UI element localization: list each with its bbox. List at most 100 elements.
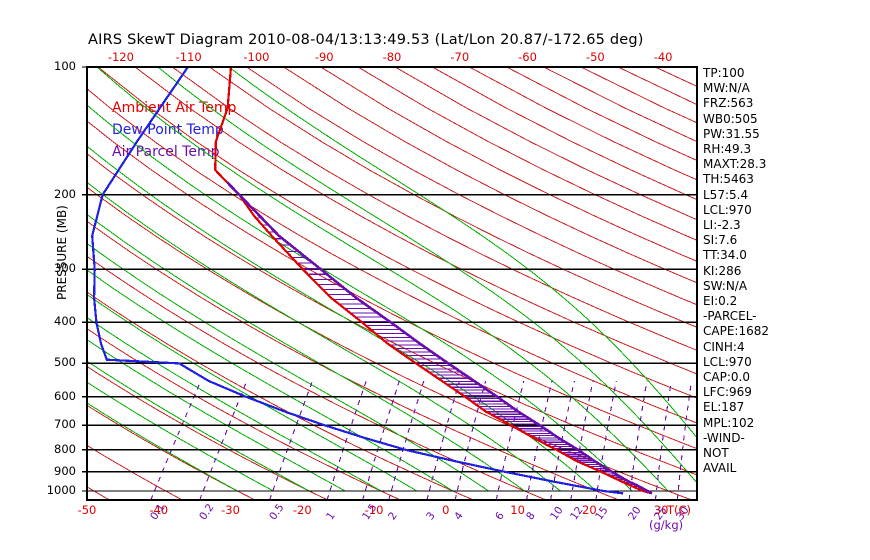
dry-adiabat-line bbox=[134, 67, 697, 375]
dry-adiabat-line bbox=[87, 444, 183, 500]
pressure-tick-label: 200 bbox=[54, 186, 76, 201]
moist-adiabat-line bbox=[87, 381, 274, 492]
dry-adiabat-line bbox=[87, 255, 547, 500]
top-temp-tick-label: -90 bbox=[314, 50, 334, 64]
mixing-ratio-line bbox=[654, 380, 672, 500]
mixing-ratio-line bbox=[326, 380, 367, 500]
moist-adiabat-line bbox=[87, 360, 310, 492]
dry-adiabat-line bbox=[394, 67, 697, 221]
mixing-ratio-line bbox=[713, 381, 724, 500]
parameter-item: LFC:969 bbox=[703, 385, 752, 400]
moist-adiabat-line bbox=[87, 213, 525, 492]
dry-adiabat-line bbox=[283, 67, 697, 284]
top-temp-tick-label: -40 bbox=[653, 50, 673, 64]
top-temp-tick-label: -120 bbox=[107, 50, 134, 64]
moist-adiabat-line bbox=[87, 269, 454, 492]
dry-adiabat-line bbox=[172, 67, 697, 351]
moist-adiabat-line bbox=[87, 402, 238, 492]
dry-adiabat-line bbox=[654, 67, 697, 87]
pressure-tick-label: 600 bbox=[54, 388, 76, 403]
dry-adiabat-line bbox=[87, 120, 697, 450]
moist-adiabat-line bbox=[87, 293, 418, 492]
parameter-item: WB0:505 bbox=[703, 111, 758, 126]
dry-adiabat-line bbox=[617, 67, 697, 106]
top-temp-tick-label: -110 bbox=[175, 50, 202, 64]
pressure-tick-label: 700 bbox=[54, 417, 76, 432]
plot-frame bbox=[86, 66, 698, 501]
dry-adiabat-line bbox=[0, 67, 37, 500]
bottom-temp-tick-label: -40 bbox=[149, 503, 169, 517]
parameter-item: -PARCEL- bbox=[703, 309, 757, 324]
x-axis-mixing-unit-label: (g/kg) bbox=[649, 518, 684, 532]
moist-adiabat-line bbox=[157, 67, 697, 484]
pressure-tick-label: 1000 bbox=[46, 483, 76, 497]
moist-adiabat-line bbox=[87, 181, 561, 492]
x-axis-temp-unit-label: T(C) bbox=[667, 503, 692, 517]
parameter-item: CAP:0.0 bbox=[703, 370, 750, 385]
parameter-item: L57:5.4 bbox=[703, 187, 749, 202]
dry-adiabat-line bbox=[87, 328, 401, 500]
dry-adiabat-line bbox=[432, 67, 697, 201]
bottom-temp-tick-label: -20 bbox=[292, 503, 312, 517]
mixing-ratio-line bbox=[150, 380, 202, 500]
pressure-tick-label: 100 bbox=[54, 59, 76, 73]
moist-adiabat-line bbox=[228, 67, 697, 439]
parameter-item: SW:N/A bbox=[703, 278, 748, 293]
bottom-temp-tick-label: -50 bbox=[77, 503, 97, 517]
dry-adiabat-line bbox=[209, 67, 697, 328]
parameter-item: LI:-2.3 bbox=[703, 218, 741, 233]
dew-point-temp-curve bbox=[91, 67, 624, 495]
bottom-temp-tick-label: -10 bbox=[364, 503, 384, 517]
parameter-item: FRZ:563 bbox=[703, 96, 754, 111]
parameter-item: MPL:102 bbox=[703, 415, 755, 430]
parameter-item: RH:49.3 bbox=[703, 142, 752, 157]
parameter-item: KI:286 bbox=[703, 263, 742, 278]
dry-adiabat-line bbox=[87, 186, 692, 500]
moist-adiabat-line bbox=[87, 242, 489, 492]
grid-group bbox=[0, 67, 724, 500]
dry-adiabat-line bbox=[87, 486, 110, 500]
top-temp-tick-label: -70 bbox=[450, 50, 470, 64]
top-temp-tick-label: -60 bbox=[518, 50, 537, 64]
parameter-item: TT:34.0 bbox=[703, 248, 747, 263]
top-temp-tick-label: -50 bbox=[585, 50, 605, 64]
moist-adiabat-line bbox=[87, 145, 597, 492]
pressure-tick-label: 300 bbox=[54, 261, 76, 276]
dry-adiabat-line bbox=[97, 67, 697, 399]
pressure-tick-label: 500 bbox=[54, 355, 76, 370]
parameter-item: AVAIL bbox=[703, 461, 737, 476]
dry-adiabat-line bbox=[87, 291, 474, 500]
moist-adiabat-line bbox=[96, 67, 669, 492]
parameter-item: LCL:970 bbox=[703, 354, 752, 369]
dry-adiabat-line bbox=[87, 404, 256, 500]
bottom-temp-tick-label: 30 bbox=[653, 503, 669, 517]
moist-adiabat-line bbox=[87, 339, 346, 492]
parameter-item: TP:100 bbox=[703, 66, 745, 80]
dry-adiabat-line bbox=[320, 67, 697, 262]
mixing-ratio-line bbox=[388, 380, 425, 500]
pressure-tick-label: 900 bbox=[54, 463, 76, 478]
parameter-item: TH:5463 bbox=[703, 172, 754, 187]
bottom-temp-tick-label: 20 bbox=[582, 503, 597, 517]
dry-adiabat-line bbox=[87, 365, 329, 500]
top-temp-tick-label: -100 bbox=[243, 50, 270, 64]
parameter-item: MAXT:28.3 bbox=[703, 157, 767, 172]
dry-adiabat-line bbox=[506, 67, 697, 162]
parameter-item: PW:31.55 bbox=[703, 126, 760, 141]
parameter-item: SI:7.6 bbox=[703, 233, 738, 248]
bottom-temp-tick-label: 0 bbox=[442, 503, 450, 517]
bottom-temp-tick-label: -30 bbox=[221, 503, 240, 517]
parameter-item: NOT bbox=[703, 446, 729, 461]
pressure-tick-label: 800 bbox=[54, 441, 76, 456]
dry-adiabat-line bbox=[543, 67, 697, 143]
parameter-item: -WIND- bbox=[703, 430, 745, 445]
mixing-ratio-line bbox=[595, 380, 617, 500]
mixing-ratio-line bbox=[676, 380, 693, 500]
air-parcel-temp-curve bbox=[226, 181, 653, 495]
mixing-ratio-line bbox=[199, 380, 248, 500]
dry-adiabat-line bbox=[246, 67, 697, 306]
moist-adiabat-line bbox=[87, 104, 633, 492]
parameter-list: TP:100 MW:N/A FRZ:563 WB0:505 PW:31.55 RH:49.… bbox=[703, 66, 823, 476]
